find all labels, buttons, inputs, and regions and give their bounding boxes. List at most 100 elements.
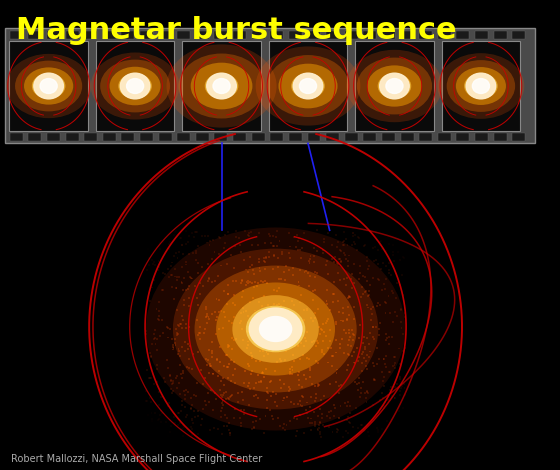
Circle shape: [127, 78, 144, 94]
Point: [207, 363, 216, 370]
Point: [357, 360, 366, 367]
Point: [146, 375, 155, 382]
Point: [335, 383, 344, 390]
Point: [381, 363, 390, 371]
Point: [238, 396, 247, 403]
Point: [330, 253, 339, 260]
Point: [142, 423, 151, 431]
Point: [376, 241, 385, 249]
Point: [384, 293, 393, 300]
Ellipse shape: [216, 282, 335, 376]
Point: [276, 335, 285, 343]
Point: [239, 257, 248, 264]
Point: [213, 355, 222, 362]
Point: [206, 362, 214, 369]
Point: [237, 293, 246, 300]
Point: [399, 380, 408, 387]
Point: [179, 422, 188, 429]
Point: [302, 305, 311, 312]
Point: [363, 351, 372, 359]
Point: [229, 313, 238, 321]
Point: [268, 242, 277, 250]
Point: [288, 371, 297, 378]
Point: [396, 360, 405, 368]
Point: [153, 416, 162, 424]
Point: [285, 327, 294, 334]
Bar: [251, 133, 265, 141]
Point: [374, 325, 383, 333]
Ellipse shape: [15, 61, 82, 111]
Point: [180, 423, 189, 431]
Point: [214, 296, 223, 304]
Point: [355, 276, 364, 283]
Point: [170, 228, 179, 235]
Point: [230, 414, 239, 422]
Point: [320, 238, 329, 245]
Point: [168, 335, 177, 343]
Point: [144, 261, 153, 268]
Bar: [363, 31, 376, 39]
Point: [389, 242, 398, 249]
Point: [368, 401, 377, 409]
Point: [152, 378, 161, 386]
Point: [282, 393, 291, 401]
Point: [307, 380, 316, 388]
Point: [373, 426, 382, 433]
Point: [207, 347, 216, 354]
Point: [372, 256, 381, 264]
Point: [294, 237, 303, 244]
Point: [286, 385, 295, 393]
Point: [185, 302, 194, 310]
Point: [379, 378, 388, 385]
Point: [345, 351, 354, 358]
Point: [248, 425, 256, 433]
Bar: [307, 31, 320, 39]
Point: [344, 293, 353, 301]
Point: [250, 338, 259, 345]
Point: [203, 277, 212, 284]
Point: [175, 274, 184, 281]
Point: [293, 341, 302, 348]
Point: [339, 309, 348, 316]
Point: [178, 375, 186, 382]
Point: [395, 391, 404, 399]
Point: [212, 395, 221, 402]
Point: [181, 386, 190, 393]
Point: [333, 269, 342, 276]
Point: [285, 249, 294, 257]
Point: [260, 266, 269, 273]
Point: [351, 241, 360, 248]
Point: [328, 362, 337, 369]
Point: [188, 250, 197, 257]
Point: [382, 262, 391, 270]
Point: [350, 238, 359, 246]
Point: [279, 397, 288, 404]
Point: [379, 383, 388, 390]
Point: [376, 406, 385, 413]
Point: [288, 352, 297, 359]
Point: [149, 276, 158, 284]
Point: [246, 298, 255, 306]
Point: [182, 258, 191, 266]
Point: [396, 431, 405, 438]
Point: [222, 396, 231, 403]
Point: [225, 360, 234, 368]
Point: [341, 400, 350, 407]
Point: [255, 255, 264, 263]
Point: [202, 304, 211, 311]
Point: [184, 232, 193, 239]
Point: [147, 284, 156, 291]
Point: [206, 426, 215, 434]
Point: [178, 241, 186, 249]
Point: [303, 306, 312, 314]
Point: [400, 313, 409, 321]
Point: [195, 323, 204, 331]
Bar: [363, 133, 376, 141]
Point: [249, 423, 258, 431]
Point: [179, 367, 188, 375]
Point: [312, 227, 321, 234]
Point: [208, 370, 217, 377]
Point: [364, 266, 373, 273]
Point: [380, 355, 389, 363]
Point: [312, 248, 321, 255]
